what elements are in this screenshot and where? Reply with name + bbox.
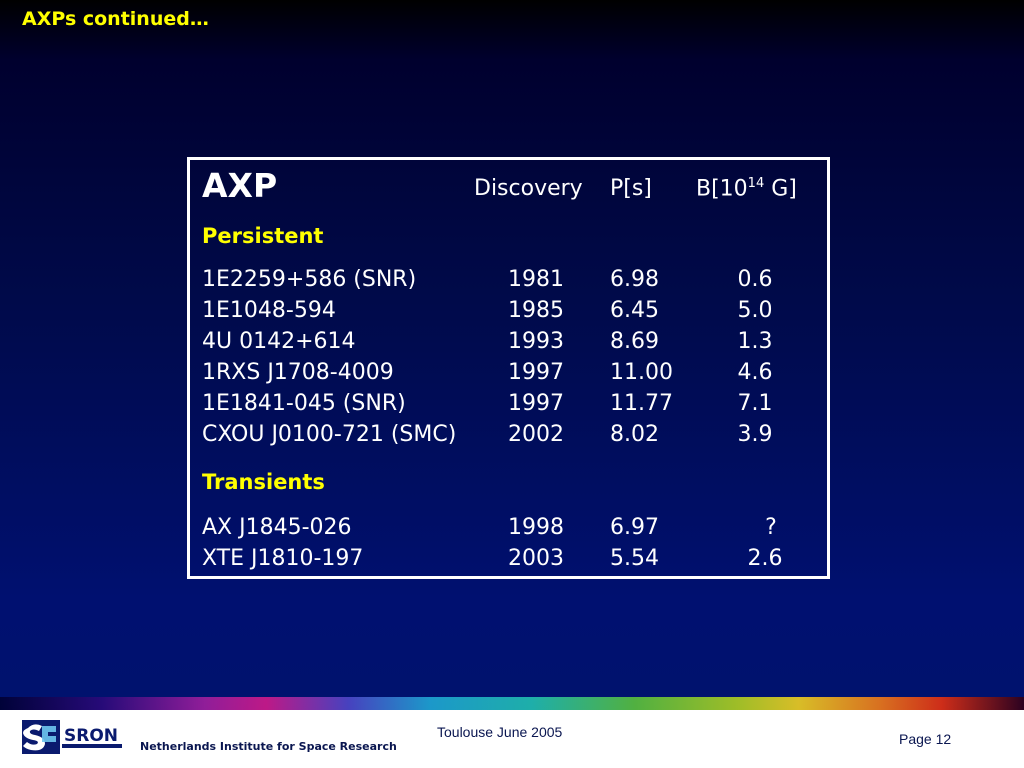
bfield-unit-prefix: B[10 [696, 176, 748, 202]
discovery-year: 1985 [508, 298, 564, 323]
period-value: 6.97 [610, 515, 659, 540]
axp-name: 4U 0142+614 [202, 329, 356, 354]
conference-label: Toulouse June 2005 [437, 724, 563, 740]
axp-name: XTE J1810-197 [202, 546, 364, 571]
bfield-value: 2.6 [747, 546, 783, 571]
page-number: Page 12 [899, 731, 952, 747]
axp-name: 1E1048-594 [202, 298, 336, 323]
column-header-axp: AXP [202, 166, 278, 205]
bfield-value: 7.1 [737, 391, 773, 416]
column-header-period: P[s] [610, 176, 652, 201]
bfield-value: 4.6 [737, 360, 773, 385]
footer-bar [0, 710, 1024, 768]
discovery-year: 1997 [508, 360, 564, 385]
period-value: 6.45 [610, 298, 659, 323]
column-header-discovery: Discovery [474, 176, 583, 201]
bfield-unit-exponent: 14 [747, 176, 765, 191]
discovery-year: 1993 [508, 329, 564, 354]
bfield-unit-suffix: G] [764, 176, 797, 202]
table-row: 1E2259+586 (SNR) 1981 6.98 0.6 [190, 267, 827, 298]
sron-logo-icon: SRON [22, 718, 124, 756]
table-row: 1E1048-594 1985 6.45 5.0 [190, 298, 827, 329]
bfield-value: ? [765, 515, 777, 540]
axp-name: CXOU J0100-721 (SMC) [202, 422, 457, 447]
axp-name: 1E2259+586 (SNR) [202, 267, 417, 292]
bfield-value: 3.9 [737, 422, 773, 447]
axp-name: 1E1841-045 (SNR) [202, 391, 406, 416]
bfield-value: 0.6 [737, 267, 773, 292]
table-row: CXOU J0100-721 (SMC) 2002 8.02 3.9 [190, 422, 827, 453]
period-value: 5.54 [610, 546, 659, 571]
table-row: AX J1845-026 1998 6.97 ? [190, 515, 827, 546]
axp-name: 1RXS J1708-4009 [202, 360, 394, 385]
discovery-year: 1997 [508, 391, 564, 416]
table-row: 4U 0142+614 1993 8.69 1.3 [190, 329, 827, 360]
discovery-year: 2003 [508, 546, 564, 571]
organization-name: Netherlands Institute for Space Research [140, 740, 397, 753]
table-row: 1E1841-045 (SNR) 1997 11.77 7.1 [190, 391, 827, 422]
slide-title: AXPs continued… [22, 8, 209, 30]
section-label-transients: Transients [202, 470, 325, 494]
column-header-bfield: B[1014 G] [696, 176, 797, 201]
discovery-year: 2002 [508, 422, 564, 447]
axp-name: AX J1845-026 [202, 515, 352, 540]
spectrum-divider [0, 697, 1024, 710]
logo-text: SRON [64, 726, 118, 746]
period-value: 8.02 [610, 422, 659, 447]
table-row: XTE J1810-197 2003 5.54 2.6 [190, 546, 827, 577]
period-value: 11.77 [610, 391, 673, 416]
axp-table: AXP Discovery P[s] B[1014 G] Persistent … [187, 157, 830, 579]
bfield-value: 1.3 [737, 329, 773, 354]
table-row: 1RXS J1708-4009 1997 11.00 4.6 [190, 360, 827, 391]
period-value: 6.98 [610, 267, 659, 292]
bfield-value: 5.0 [737, 298, 773, 323]
discovery-year: 1981 [508, 267, 564, 292]
period-value: 8.69 [610, 329, 659, 354]
period-value: 11.00 [610, 360, 673, 385]
discovery-year: 1998 [508, 515, 564, 540]
section-label-persistent: Persistent [202, 224, 324, 248]
